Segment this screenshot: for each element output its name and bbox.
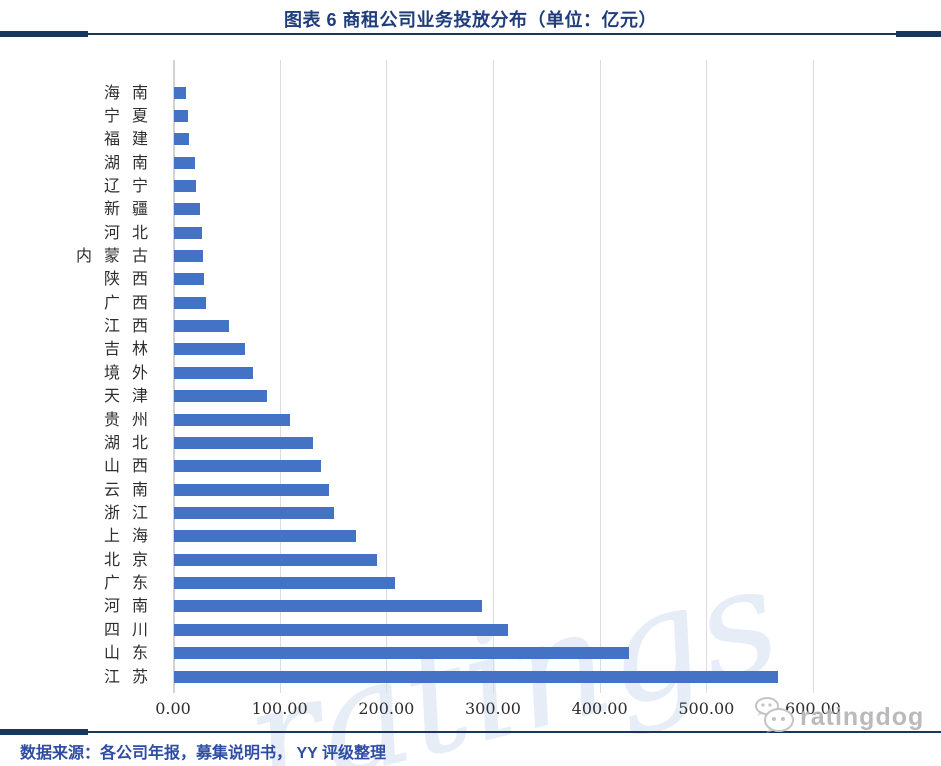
x-tick-label: 0.00: [155, 699, 191, 718]
header-rule-right-cap: [896, 31, 941, 37]
gridline: [706, 60, 708, 693]
category-label: 广东: [103, 573, 160, 593]
category-label: 福建: [103, 129, 160, 149]
x-tick-label: 400.00: [571, 699, 628, 718]
category-label: 湖北: [103, 432, 160, 452]
category-label: 陕西: [103, 269, 160, 289]
category-label: 江西: [103, 316, 160, 336]
bar-辽宁: [174, 179, 197, 192]
category-label: 贵州: [103, 409, 160, 429]
bar-宁夏: [174, 109, 188, 122]
footer-rule-line: [0, 731, 941, 733]
bar-湖南: [174, 156, 196, 169]
brand-name: ratingdog: [800, 702, 925, 731]
x-tick-label: 200.00: [358, 699, 415, 718]
x-tick-label: 500.00: [678, 699, 735, 718]
bar-吉林: [174, 343, 246, 356]
category-label: 四川: [103, 619, 160, 639]
gridline: [386, 60, 388, 693]
header-rule: [0, 31, 941, 37]
gridline: [279, 60, 281, 693]
bar-广东: [174, 577, 395, 590]
bar-山西: [174, 460, 322, 473]
bar-江苏: [174, 670, 778, 683]
category-label: 上海: [103, 526, 160, 546]
footer-rule: [0, 729, 941, 735]
bar-陕西: [174, 273, 204, 286]
category-label: 湖南: [103, 152, 160, 172]
x-tick-label: 100.00: [251, 699, 308, 718]
bar-河北: [174, 226, 202, 239]
bar-云南: [174, 483, 329, 496]
wechat-bubbles-icon: [752, 696, 798, 739]
category-label: 山东: [103, 643, 160, 663]
category-label: 内蒙古: [75, 246, 160, 266]
bar-河南: [174, 600, 483, 613]
bar-四川: [174, 623, 508, 636]
bar-江西: [174, 320, 230, 333]
category-label: 河南: [103, 596, 160, 616]
category-label: 云南: [103, 479, 160, 499]
category-label: 天津: [103, 386, 160, 406]
bar-湖北: [174, 436, 313, 449]
data-source-note: 数据来源：各公司年报，募集说明书， YY 评级整理: [20, 745, 386, 762]
category-label: 山西: [103, 456, 160, 476]
category-label: 吉林: [103, 339, 160, 359]
bar-福建: [174, 133, 189, 146]
category-label: 浙江: [103, 502, 160, 522]
category-label: 境外: [103, 362, 160, 382]
bar-贵州: [174, 413, 291, 426]
gridline: [599, 60, 601, 693]
bar-天津: [174, 390, 267, 403]
bar-内蒙古: [174, 250, 203, 263]
footer-rule-left-cap: [0, 729, 88, 735]
bar-浙江: [174, 506, 334, 519]
brand-watermark: ratingdog: [752, 696, 938, 739]
category-label: 江苏: [103, 666, 160, 686]
category-label: 辽宁: [103, 175, 160, 195]
x-tick-label: 600.00: [785, 699, 841, 718]
category-label: 宁夏: [103, 105, 160, 125]
bar-上海: [174, 530, 357, 543]
header-rule-left-cap: [0, 31, 88, 37]
category-label: 海南: [103, 82, 160, 102]
category-label: 新疆: [103, 199, 160, 219]
header-rule-line: [0, 33, 941, 35]
category-label: 广西: [103, 292, 160, 312]
bar-山东: [174, 647, 630, 660]
x-tick-label: 300.00: [465, 699, 521, 718]
gridline: [493, 60, 494, 693]
bar-北京: [174, 553, 377, 566]
category-label: 河北: [103, 222, 160, 242]
bar-新疆: [174, 203, 200, 216]
bar-广西: [174, 296, 206, 309]
category-label: 北京: [103, 549, 160, 569]
bar-海南: [174, 86, 186, 99]
gridline: [813, 60, 814, 693]
bar-境外: [174, 366, 253, 379]
chart-title: 图表 6 商租公司业务投放分布（单位：亿元）: [283, 10, 657, 30]
